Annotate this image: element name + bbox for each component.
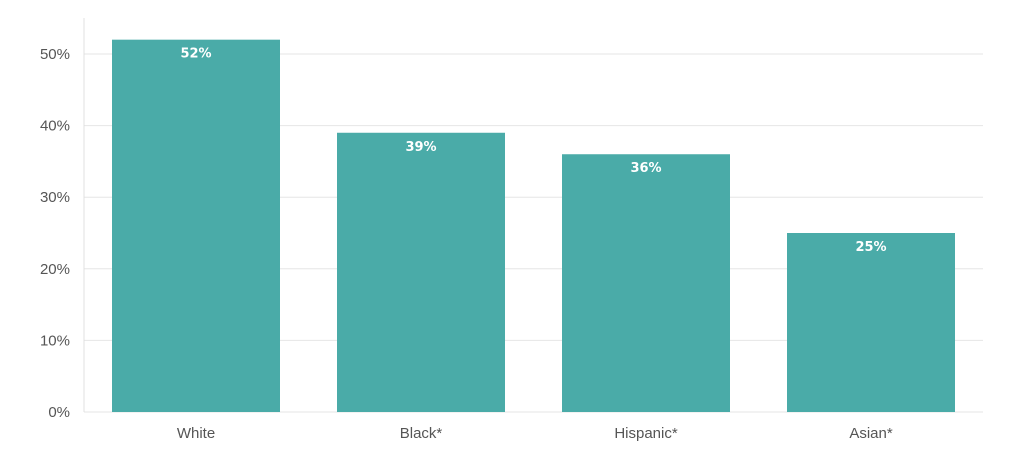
bar-asian[interactable] xyxy=(787,233,955,412)
data-label: 52% xyxy=(180,47,211,62)
data-label: 25% xyxy=(855,240,886,255)
x-tick-label: Hispanic* xyxy=(614,425,678,442)
y-tick-label: 40% xyxy=(40,118,70,135)
bar-white[interactable] xyxy=(112,39,280,413)
data-label: 39% xyxy=(405,140,436,155)
y-axis: 0% 10% 20% 30% 40% 50% xyxy=(40,18,85,421)
bars: 52% 39% 36% 25% xyxy=(112,39,955,413)
y-tick-label: 20% xyxy=(40,261,70,278)
x-tick-label: Black* xyxy=(400,425,443,442)
x-tick-label: White xyxy=(177,425,215,442)
bar-black[interactable] xyxy=(337,132,505,412)
y-tick-label: 50% xyxy=(40,46,70,63)
x-tick-label: Asian* xyxy=(849,425,893,442)
bar-hispanic[interactable] xyxy=(562,154,730,413)
y-tick-label: 10% xyxy=(40,332,70,349)
y-tick-label: 0% xyxy=(48,404,70,421)
x-axis: White Black* Hispanic* Asian* xyxy=(177,425,893,442)
y-tick-label: 30% xyxy=(40,189,70,206)
data-label: 36% xyxy=(630,161,661,176)
